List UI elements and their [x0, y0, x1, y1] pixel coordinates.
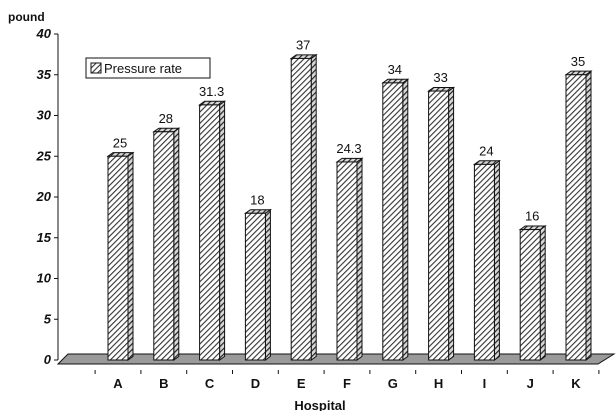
data-label: 25 — [113, 135, 127, 150]
bar-top-face — [152, 127, 181, 133]
data-label: 28 — [159, 111, 173, 126]
data-label: 24.3 — [336, 141, 361, 156]
y-axis-label: pound — [8, 10, 45, 24]
bar-side-face — [402, 78, 409, 361]
axis-layer: 0 5 10 15 20 25 30 35 40 — [36, 26, 59, 367]
legend-box — [85, 57, 211, 79]
bar-side-face — [173, 127, 180, 361]
bar-top-face — [106, 152, 135, 157]
x-tick-label: K — [571, 376, 581, 391]
y-tick-label: 25 — [36, 148, 52, 163]
data-label: 37 — [296, 37, 310, 52]
bar — [243, 208, 272, 361]
data-label: 33 — [433, 70, 447, 85]
y-tick-label: 10 — [37, 271, 52, 286]
bar-top-face — [472, 160, 501, 165]
bar-side-face — [448, 86, 455, 361]
bar-side-face — [310, 53, 317, 361]
bar-top-face — [198, 100, 227, 106]
bar-front-face — [382, 82, 404, 361]
bar-top-face — [289, 54, 318, 59]
y-tick-label: 15 — [37, 230, 52, 245]
y-tick-label: 5 — [44, 311, 52, 326]
bar-side-face — [356, 157, 363, 361]
y-tick-label: 30 — [37, 108, 52, 123]
bar — [381, 78, 410, 361]
x-axis-label: Hospital — [294, 398, 345, 411]
bar-front-face — [244, 212, 266, 361]
bar-front-face — [519, 229, 541, 361]
bar-top-face — [335, 157, 364, 163]
bar-front-face — [107, 155, 129, 361]
bar — [335, 157, 364, 361]
x-tick-label: E — [297, 376, 306, 391]
bar — [518, 225, 547, 361]
bar-front-face — [199, 104, 221, 361]
bar-front-face — [153, 131, 175, 361]
bar-layer — [106, 53, 593, 361]
y-tick-label: 35 — [37, 67, 52, 82]
bar-front-face — [336, 161, 358, 361]
bar-side-face — [127, 151, 134, 361]
data-label: 34 — [388, 62, 402, 77]
x-tick-label: H — [434, 376, 443, 391]
x-tick-label: G — [388, 376, 398, 391]
x-tick-label: I — [483, 376, 487, 391]
bar-top-face — [518, 225, 547, 231]
bar — [106, 151, 135, 361]
bar-side-face — [264, 208, 271, 361]
legend: Pressure rate — [85, 57, 211, 79]
data-label: 31.3 — [199, 84, 224, 99]
bar — [152, 127, 181, 361]
legend-swatch — [90, 62, 102, 74]
x-tick-label: D — [251, 376, 260, 391]
bar — [564, 70, 593, 361]
legend-label: Pressure rate — [104, 61, 182, 76]
bar-top-face — [243, 209, 272, 214]
bar-front-face — [290, 57, 312, 361]
data-label-layer: 25 28 31.3 18 37 24.3 34 33 24 16 35 — [113, 37, 585, 223]
x-tick-label: B — [159, 376, 168, 391]
bar — [472, 159, 501, 361]
bar-front-face — [565, 74, 587, 361]
bar-side-face — [219, 100, 226, 361]
bar-front-face — [473, 163, 495, 361]
bar-front-face — [428, 90, 450, 361]
bar-side-face — [585, 70, 592, 361]
x-tick-label: J — [527, 376, 534, 391]
y-tick-label: 20 — [36, 189, 52, 204]
bar — [427, 86, 456, 361]
x-tick-label: F — [343, 376, 351, 391]
x-tick-label: C — [205, 376, 215, 391]
bar — [289, 53, 318, 361]
data-label: 16 — [525, 209, 539, 224]
data-label: 18 — [250, 192, 264, 207]
bar-top-face — [427, 86, 456, 92]
x-tick-label: A — [113, 376, 123, 391]
bar-side-face — [493, 159, 500, 361]
y-tick-label: 0 — [44, 352, 52, 367]
bar-side-face — [539, 225, 546, 361]
bar-top-face — [381, 78, 410, 84]
y-tick-label: 40 — [36, 26, 52, 41]
data-label: 35 — [571, 54, 585, 69]
bar-top-face — [564, 70, 593, 76]
bar — [198, 100, 227, 361]
data-label: 24 — [479, 143, 493, 158]
category-label-layer: A B C D E F G H I J K — [94, 370, 600, 391]
